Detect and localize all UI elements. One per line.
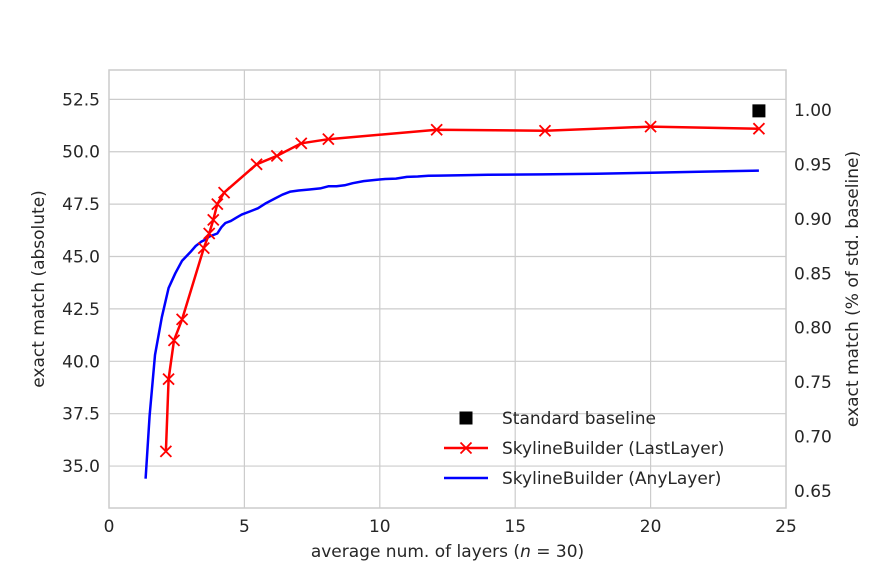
y-tick-label-left: 52.5	[62, 90, 100, 110]
data-point-marker	[217, 186, 231, 199]
y-tick-label-left: 42.5	[62, 300, 100, 320]
y-tick-label-right: 0.95	[794, 155, 832, 175]
y-tick-label-right: 0.75	[794, 373, 832, 393]
data-point-marker	[752, 122, 766, 135]
data-point-marker	[538, 124, 552, 137]
data-point-marker	[322, 133, 335, 146]
series-standard-baseline	[752, 104, 766, 118]
y-tick-label-right: 0.70	[794, 428, 832, 448]
x-tick-label: 5	[239, 517, 250, 537]
y-tick-label-left: 40.0	[62, 352, 100, 372]
legend-symbol	[459, 411, 473, 425]
data-point-marker	[203, 227, 216, 240]
series-skylinebuilder-lastlayer	[159, 120, 766, 458]
y-tick-label-right: 0.65	[794, 482, 832, 502]
y-axis-title-left: exact match (absolute)	[29, 190, 49, 388]
y-tick-label-left: 35.0	[62, 457, 100, 477]
legend-item-skylinebuilder-lastlayer: SkylineBuilder (LastLayer)	[444, 439, 724, 459]
data-point-marker	[644, 120, 657, 133]
data-point-marker	[207, 213, 220, 226]
series-layer	[144, 104, 766, 479]
data-point-marker	[430, 123, 443, 136]
data-point-marker	[162, 372, 175, 386]
y-tick-label-left: 45.0	[62, 248, 100, 268]
data-point-marker	[211, 197, 224, 211]
tick-labels: 0 5 10 15 20 25 35.0 37.5 40.0 42.5 45.0 47.5 50.0 52…	[62, 90, 832, 537]
legend-item-skylinebuilder-anylayer: SkylineBuilder (AnyLayer)	[444, 469, 721, 489]
legend-label: SkylineBuilder (LastLayer)	[502, 439, 724, 459]
data-point-marker	[295, 137, 308, 150]
data-point-marker	[167, 334, 181, 347]
x-tick-label: 10	[369, 517, 391, 537]
y-tick-label-left: 37.5	[62, 405, 100, 425]
plot-frame	[108, 69, 787, 509]
y-tick-label-right: 0.80	[794, 319, 832, 339]
x-tick-label: 20	[640, 517, 662, 537]
y-tick-label-right: 0.85	[794, 264, 832, 284]
data-point-marker	[197, 241, 210, 255]
data-point-marker	[175, 313, 189, 326]
legend-marker	[459, 441, 473, 455]
x-tick-label: 15	[504, 517, 526, 537]
x-tick-label: 0	[104, 517, 115, 537]
series-line	[144, 169, 759, 479]
data-point-marker	[270, 149, 284, 163]
legend-item-standard-baseline: Standard baseline	[459, 409, 656, 429]
series-skylinebuilder-anylayer	[144, 169, 759, 479]
y-tick-label-left: 47.5	[62, 195, 100, 215]
y-tick-label-right: 1.00	[794, 101, 832, 121]
data-point-marker	[250, 158, 263, 171]
x-tick-label: 25	[775, 517, 797, 537]
y-axis-title-right: exact match (% of std. baseline)	[843, 151, 863, 427]
y-tick-label-right: 0.90	[794, 210, 832, 230]
legend-label: Standard baseline	[502, 409, 656, 429]
y-tick-label-left: 50.0	[62, 143, 100, 163]
legend: Standard baseline SkylineBuilder (LastLay…	[444, 409, 724, 489]
grid	[109, 70, 786, 508]
data-point-marker	[752, 104, 766, 118]
data-point-marker	[159, 445, 173, 458]
x-axis-title: average num. of layers (n = 30)	[311, 542, 584, 562]
legend-label: SkylineBuilder (AnyLayer)	[502, 469, 721, 489]
